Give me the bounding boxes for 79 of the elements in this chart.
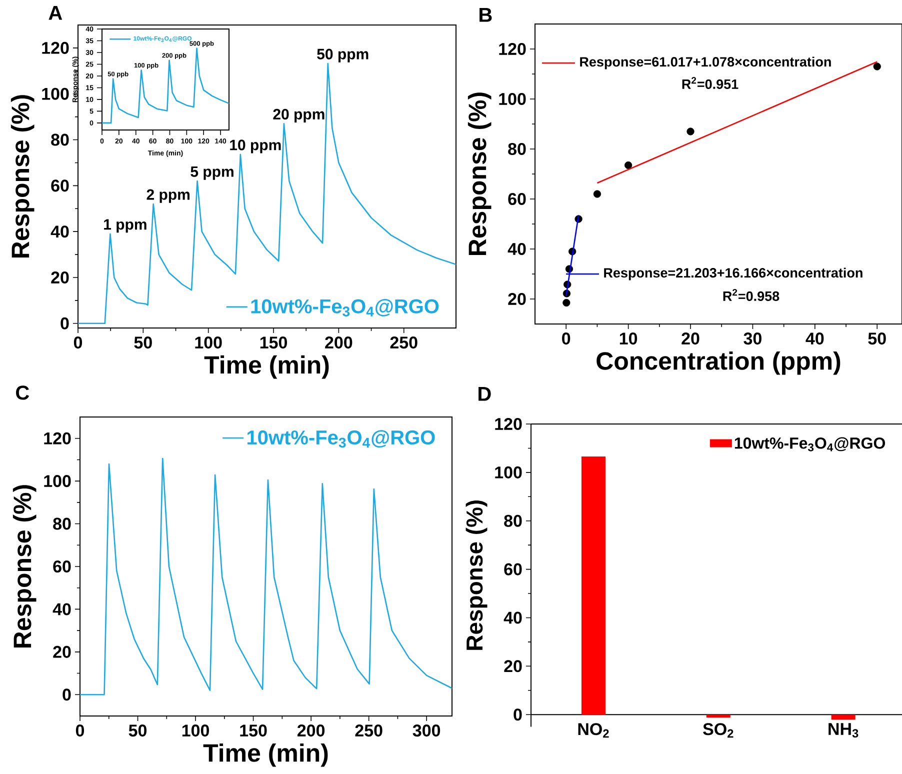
y-tick-label: 100 [495, 466, 522, 478]
legend-label: 10wt%-Fe$_{3}$O$_{4}$@RGO [734, 437, 886, 452]
x-tick-label: 50 [868, 332, 886, 345]
x-tick-label: 0 [74, 336, 82, 349]
annotation: 10 ppm [230, 140, 281, 154]
legend-label: 10wt%-Fe$_{3}$O$_{4}$@RGO [247, 430, 435, 448]
x-tick-label: 200 [297, 724, 325, 737]
y-tick-label: 40 [504, 612, 522, 624]
x-tick-label: 0 [76, 724, 84, 737]
annotation: 1 ppm [104, 219, 146, 233]
y-tick-label: 0 [514, 708, 522, 721]
chart-title: B [480, 8, 492, 22]
legend-label: 10wt%-Fe$_{3}$O$_{4}$@RGO [251, 299, 439, 316]
y-tick-label: 20 [53, 646, 71, 658]
annotation: R$^{2}$=0.951 [682, 77, 738, 89]
annotation: R$^{2}$=0.958 [723, 289, 780, 301]
x-tick-label: 150 [260, 336, 287, 349]
y-tick-label: 20 [51, 271, 69, 284]
x-tick-label: 200 [325, 336, 352, 349]
y-tick-label: 120 [499, 42, 526, 56]
y-axis-title: Response (%) [468, 92, 492, 255]
y-tick-label: 80 [53, 518, 71, 530]
y-tick-label: 40 [52, 603, 71, 616]
x-tick-label: NH$_{3}$ [828, 723, 858, 738]
y-tick-label: 0 [60, 317, 69, 330]
y-tick-label: 20 [508, 292, 526, 306]
x-tick-label: 300 [412, 724, 440, 737]
annotation: 5 ppm [190, 166, 234, 180]
point [624, 161, 632, 170]
chart-title: D [478, 387, 491, 401]
y-tick-label: 60 [504, 563, 522, 576]
y-axis-title: Response (%) [10, 95, 34, 258]
x-tick-label: 30 [744, 332, 762, 345]
x-tick-label: 20 [682, 332, 700, 345]
x-axis-title: Time (min) [203, 743, 328, 767]
point [873, 62, 881, 70]
x-tick-label: 100 [182, 724, 210, 737]
chart-title: A [48, 6, 62, 20]
annotation: 50 ppm [317, 48, 368, 62]
y-tick-label: 40 [508, 242, 526, 256]
x-axis-title: Concentration (ppm) [596, 351, 840, 375]
y-tick-label: 120 [495, 418, 522, 430]
y-tick-label: 80 [504, 514, 522, 527]
y-tick-label: 100 [42, 88, 69, 100]
line-series [78, 62, 456, 324]
y-tick-label: 100 [44, 475, 71, 488]
x-tick-label: 250 [390, 336, 418, 349]
x-tick-label: 40 [806, 332, 824, 345]
x-tick-label: 100 [195, 336, 222, 349]
point [593, 190, 602, 198]
point [562, 298, 570, 307]
x-tick-label: 150 [240, 724, 267, 737]
x-tick-label: 0 [562, 332, 570, 345]
point [686, 128, 694, 136]
chart-title: C [16, 386, 30, 400]
y-tick-label: 40 [50, 226, 69, 238]
x-tick-label: 250 [355, 724, 382, 737]
y-tick-label: 60 [53, 560, 71, 573]
y-tick-label: 120 [42, 42, 69, 54]
legend-label: Response=21.203+16.166×concentration [604, 268, 862, 280]
y-tick-label: 100 [499, 92, 526, 106]
x-tick-label: NO$_{2}$ [578, 723, 609, 738]
annotation: 2 ppm [146, 189, 190, 203]
y-tick-label: 0 [62, 688, 71, 701]
x-tick-label: 50 [134, 336, 152, 349]
line-series [80, 458, 452, 696]
line-series [102, 48, 229, 124]
y-tick-label: 60 [508, 192, 526, 206]
y-tick-label: 60 [51, 180, 69, 192]
y-tick-label: 20 [504, 660, 522, 672]
legend-label: Response=61.017+1.078×concentration [580, 56, 831, 70]
y-axis-title: Response (%) [12, 485, 36, 648]
x-tick-label: 50 [128, 724, 147, 737]
annotation: 20 ppm [273, 108, 324, 122]
x-tick-label: 10 [620, 332, 638, 345]
y-tick-label: 120 [44, 432, 71, 444]
x-tick-label: SO$_{2}$ [703, 723, 734, 738]
x-axis-title: Time (min) [204, 355, 329, 379]
y-axis-title: Response (%) [466, 500, 488, 650]
